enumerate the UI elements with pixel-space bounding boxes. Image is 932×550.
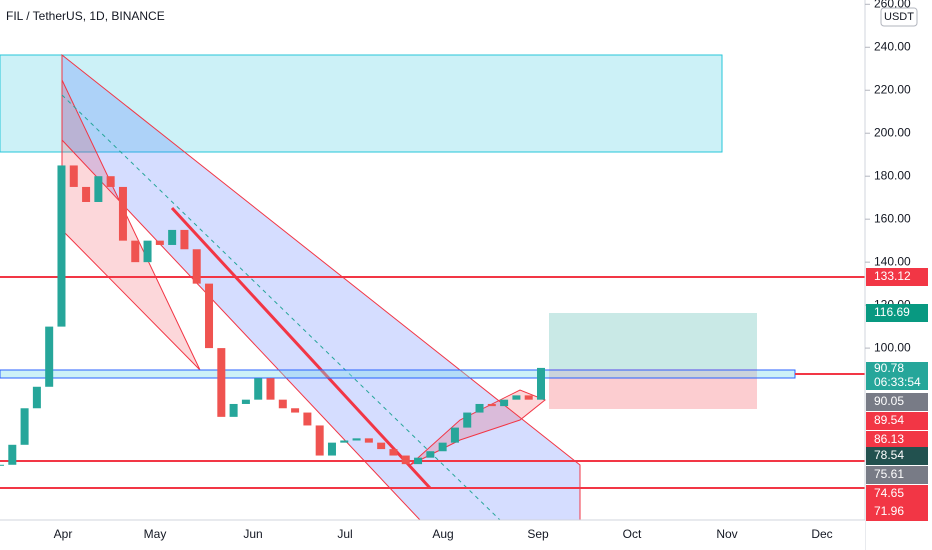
- price-label-bg: [866, 412, 928, 430]
- x-tick-label: Sep: [527, 527, 549, 541]
- candle: [475, 403, 484, 413]
- candle: [327, 442, 336, 456]
- candle: [57, 165, 66, 327]
- price-label-bg: [866, 431, 928, 449]
- candle: [180, 229, 189, 250]
- candle: [401, 455, 410, 465]
- price-label: 86.13: [874, 432, 904, 446]
- price-band: [0, 369, 796, 379]
- candle: [364, 438, 373, 443]
- candle: [414, 457, 423, 465]
- x-tick-label: Jul: [337, 527, 352, 541]
- candle: [32, 386, 41, 409]
- y-tick-label: 100.00: [874, 340, 911, 354]
- price-label-bg: [866, 268, 928, 286]
- candle: [0, 464, 4, 466]
- candle: [20, 408, 29, 445]
- candle: [131, 240, 140, 263]
- candle: [537, 367, 545, 400]
- candle: [438, 442, 447, 452]
- candle: [303, 412, 312, 426]
- candle: [217, 348, 226, 417]
- price-label-bg: [866, 362, 928, 376]
- candle: [512, 395, 521, 400]
- candle: [229, 403, 238, 417]
- candle: [155, 240, 164, 245]
- price-label: 71.96: [874, 504, 904, 518]
- candle: [118, 186, 127, 241]
- price-label: 75.61: [874, 467, 904, 481]
- candle: [377, 442, 386, 450]
- candle: [45, 326, 54, 387]
- price-label: 06:33:54: [874, 375, 921, 389]
- price-label-bg: [866, 503, 928, 521]
- y-tick-label: 200.00: [874, 125, 911, 139]
- candle: [487, 403, 496, 407]
- price-label: 89.54: [874, 413, 904, 427]
- x-tick-label: Apr: [54, 527, 73, 541]
- candle: [192, 249, 201, 284]
- x-tick-label: Nov: [716, 527, 737, 541]
- zone-box: [0, 54, 723, 153]
- price-label: 90.78: [874, 361, 904, 375]
- price-label: 90.05: [874, 394, 904, 408]
- candle: [254, 378, 263, 400]
- trend-line: [170, 206, 432, 490]
- y-tick-label: 240.00: [874, 39, 911, 53]
- candle: [106, 176, 115, 187]
- candle: [266, 378, 275, 400]
- price-label-bg: [866, 304, 928, 322]
- candle: [241, 399, 250, 404]
- currency-button[interactable]: [880, 7, 918, 27]
- candle: [500, 399, 509, 407]
- chart-title: FIL / TetherUS, 1D, BINANCE: [6, 9, 165, 23]
- candle: [168, 229, 177, 245]
- x-tick-label: May: [144, 527, 167, 541]
- price-label: 116.69: [874, 305, 910, 319]
- wedge: [61, 79, 201, 371]
- candle: [340, 440, 349, 443]
- price-label-bg: [866, 466, 928, 484]
- y-tick-label: 260.00: [874, 0, 911, 10]
- candle: [94, 176, 103, 202]
- x-tick-label: Aug: [432, 527, 453, 541]
- price-label: 74.65: [874, 486, 904, 500]
- target-zone: [549, 313, 757, 369]
- y-tick-label: 220.00: [874, 82, 911, 96]
- candle: [291, 408, 300, 413]
- candle: [315, 425, 324, 456]
- price-label-bg: [866, 447, 928, 465]
- candle: [389, 449, 398, 456]
- candle: [463, 412, 472, 428]
- x-tick-label: Oct: [623, 527, 642, 541]
- x-tick-label: Jun: [243, 527, 262, 541]
- stop-zone: [549, 369, 757, 409]
- candle: [278, 399, 287, 409]
- currency-button-label[interactable]: USDT: [884, 11, 914, 23]
- price-label-bg: [866, 393, 928, 411]
- price-label: 78.54: [874, 448, 904, 462]
- y-tick-label: 160.00: [874, 211, 911, 225]
- x-tick-label: Dec: [811, 527, 832, 541]
- candle: [205, 283, 214, 349]
- candle: [352, 438, 361, 441]
- candle: [426, 451, 435, 458]
- candle: [69, 165, 78, 187]
- candle: [450, 427, 459, 443]
- time-axis: [0, 520, 865, 550]
- candle: [82, 186, 91, 202]
- candle: [143, 240, 152, 263]
- price-label: 133.12: [874, 269, 911, 283]
- candle: [524, 395, 533, 400]
- y-tick-label: 180.00: [874, 168, 911, 182]
- candle: [8, 444, 17, 465]
- price-label-bg: [866, 376, 928, 390]
- channel-mid: [61, 94, 501, 521]
- price-label-bg: [866, 485, 928, 503]
- y-tick-label: 140.00: [874, 254, 911, 268]
